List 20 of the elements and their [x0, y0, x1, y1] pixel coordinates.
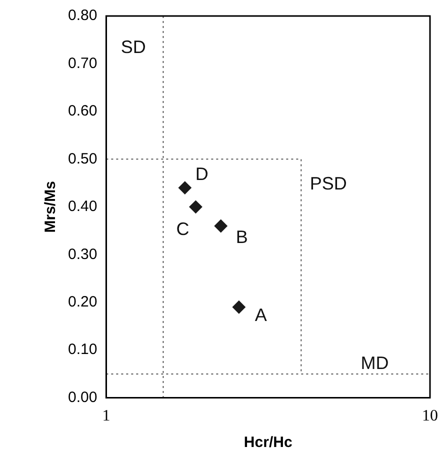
x-axis-title: Hcr/Hc [244, 434, 292, 452]
annotation: SD [120, 37, 146, 58]
annotation: B [236, 226, 248, 247]
y-tick-label: 0.00 [68, 388, 98, 406]
y-tick-label: 0.80 [68, 7, 98, 24]
annotation: MD [360, 352, 389, 373]
y-tick-label: 0.30 [68, 246, 98, 263]
y-tick-label: 0.40 [68, 198, 98, 216]
y-tick-label: 0.60 [68, 102, 98, 120]
y-tick-label: 0.10 [68, 341, 98, 358]
annotation: C [176, 218, 190, 239]
x-tick-label: 10 [422, 408, 438, 425]
y-tick-label: 0.50 [68, 150, 98, 168]
y-tick-label: 0.70 [68, 54, 98, 72]
annotation: PSD [310, 174, 347, 194]
y-tick-label: 0.20 [68, 293, 98, 310]
annotation: D [195, 164, 208, 184]
annotation: A [254, 305, 267, 326]
x-tick-label: 1 [102, 408, 110, 425]
y-axis-title: Mrs/Ms [42, 181, 60, 233]
